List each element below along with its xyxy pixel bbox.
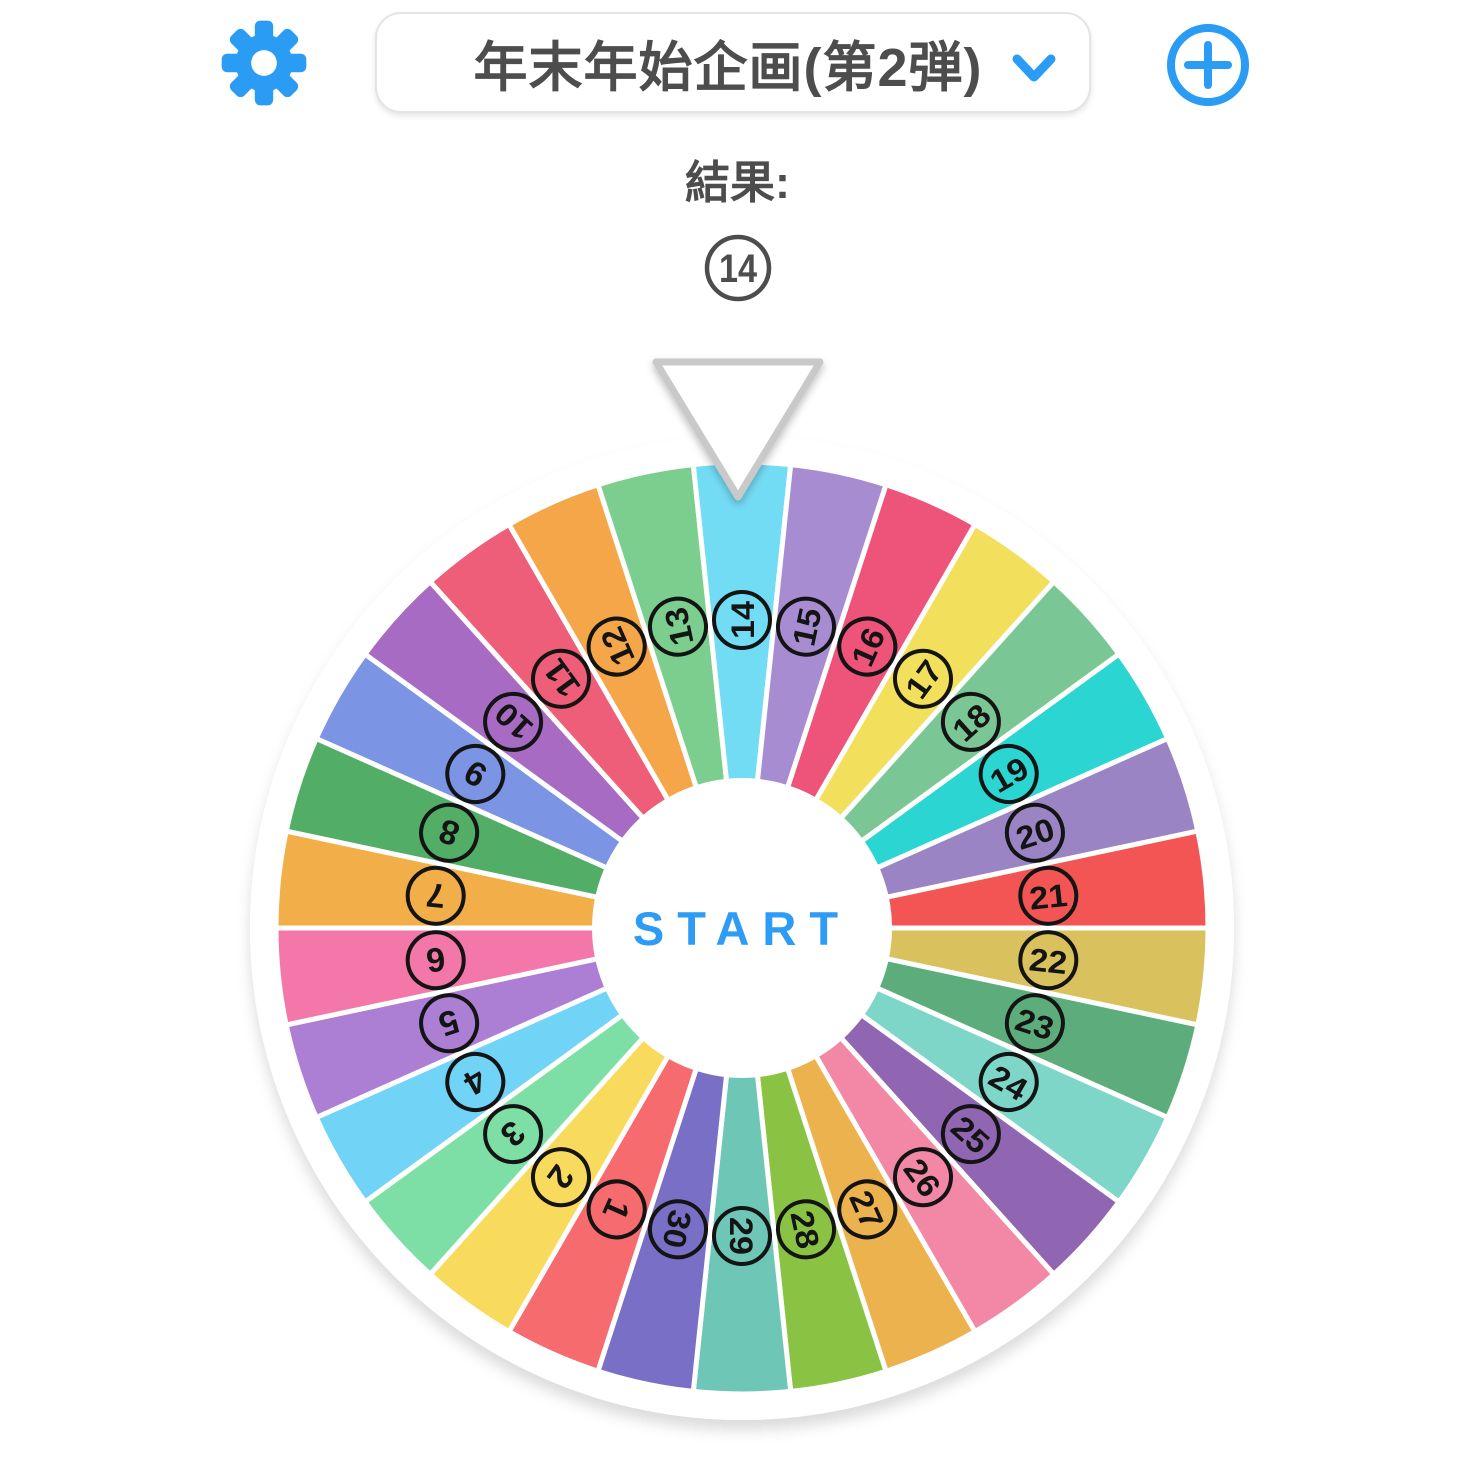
svg-text:28: 28 bbox=[783, 1207, 826, 1252]
svg-text:6: 6 bbox=[424, 939, 447, 979]
segment-number: 29 bbox=[712, 1206, 772, 1266]
add-button[interactable] bbox=[1164, 21, 1252, 112]
chevron-down-icon bbox=[1012, 54, 1056, 82]
svg-text:13: 13 bbox=[657, 604, 700, 649]
svg-text:15: 15 bbox=[785, 605, 828, 650]
segment-number: 30 bbox=[648, 1199, 708, 1260]
result-number: 14 bbox=[719, 247, 758, 291]
svg-text:7: 7 bbox=[424, 875, 447, 915]
segment-number: 7 bbox=[405, 865, 466, 926]
segment-number: 22 bbox=[1018, 930, 1079, 991]
start-button-label: START bbox=[633, 902, 851, 955]
wheel-pointer-icon bbox=[652, 358, 824, 501]
result-label: 結果: bbox=[685, 157, 790, 208]
segment-number: 15 bbox=[776, 596, 836, 657]
preset-dropdown-value: 年末年始企画(第2弾) bbox=[473, 38, 983, 98]
svg-text:30: 30 bbox=[655, 1207, 698, 1252]
svg-text:21: 21 bbox=[1028, 877, 1070, 917]
svg-text:29: 29 bbox=[723, 1217, 759, 1255]
preset-dropdown[interactable]: 年末年始企画(第2弾) bbox=[375, 12, 1091, 113]
svg-text:22: 22 bbox=[1027, 941, 1069, 981]
start-button[interactable]: START bbox=[592, 778, 892, 1078]
start-button-circle bbox=[592, 778, 892, 1078]
segment-number: 6 bbox=[405, 930, 466, 991]
result-number-badge: 14 bbox=[704, 234, 771, 302]
segment-number: 28 bbox=[776, 1199, 836, 1260]
segment-number: 14 bbox=[712, 590, 772, 650]
gear-icon bbox=[221, 20, 307, 106]
settings-button[interactable] bbox=[218, 17, 310, 112]
plus-circle-icon bbox=[1167, 24, 1249, 106]
svg-text:14: 14 bbox=[725, 601, 761, 639]
segment-number: 21 bbox=[1018, 865, 1079, 926]
result-block: 結果: 14 bbox=[0, 146, 1475, 311]
segment-number: 13 bbox=[648, 596, 708, 657]
